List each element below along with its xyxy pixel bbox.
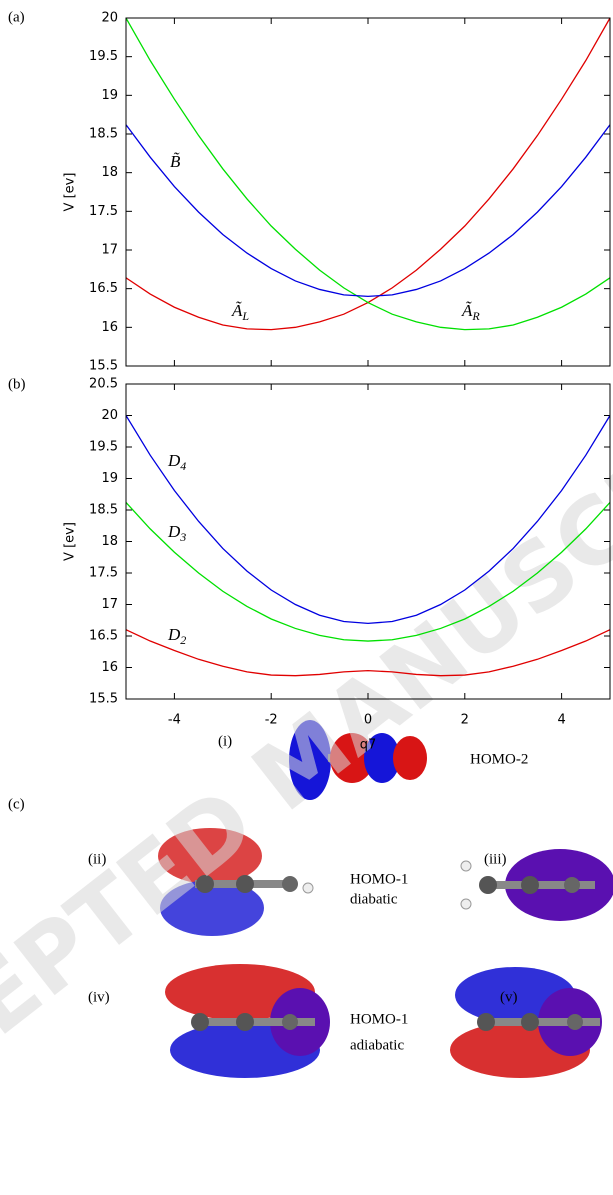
orbital-name: HOMO-2 xyxy=(470,751,528,767)
y-tick-label: 17.5 xyxy=(89,566,118,581)
curve-label: ÃL xyxy=(231,301,249,323)
curve-label: D4 xyxy=(167,451,186,473)
x-tick-label: 2 xyxy=(461,713,469,728)
curve-subscript: L xyxy=(241,309,249,323)
y-tick-label: 17 xyxy=(101,243,118,258)
plot-frame xyxy=(125,383,611,700)
curve-name: B̃ xyxy=(170,152,181,171)
x-axis-label: q7 xyxy=(360,738,377,753)
y-tick-label: 19.5 xyxy=(89,440,118,455)
panel-label: (b) xyxy=(8,376,26,392)
curve xyxy=(125,17,611,331)
x-tick-label: -2 xyxy=(265,713,278,728)
curve-name: D xyxy=(167,625,181,644)
y-tick-label: 15.5 xyxy=(89,359,118,374)
orbital-label: (v) xyxy=(500,989,518,1005)
curve xyxy=(125,415,611,625)
y-tick-label: 17.5 xyxy=(89,204,118,219)
y-tick-label: 19 xyxy=(101,471,118,486)
panel-label: (a) xyxy=(8,9,25,25)
curve xyxy=(125,124,611,298)
orbital-art xyxy=(158,720,613,1078)
y-tick-label: 18 xyxy=(101,165,118,180)
curve-label: B̃ xyxy=(170,152,181,171)
curve xyxy=(125,502,611,642)
curve-name: Ã xyxy=(231,301,243,320)
x-tick-label: 0 xyxy=(364,713,372,728)
orbital-name: HOMO-1 xyxy=(350,1011,408,1027)
curve xyxy=(125,629,611,677)
orbital-label: (iv) xyxy=(88,989,110,1005)
y-tick-label: 15.5 xyxy=(89,692,118,707)
orbital-label: (iii) xyxy=(484,851,507,867)
panel-label: (c) xyxy=(8,796,25,812)
y-tick-label: 18.5 xyxy=(89,503,118,518)
y-tick-label: 16 xyxy=(101,660,118,675)
curve xyxy=(125,17,611,331)
x-tick-label: 4 xyxy=(557,713,565,728)
y-tick-label: 20 xyxy=(101,408,118,423)
curve-subscript: 4 xyxy=(180,459,186,473)
curve-subscript: 2 xyxy=(180,633,186,647)
curve-name: Ã xyxy=(461,301,473,320)
y-tick-label: 19 xyxy=(101,88,118,103)
orbital-label: (ii) xyxy=(88,851,106,867)
orbital-kind: adiabatic xyxy=(350,1037,404,1053)
orbital-label: (i) xyxy=(218,733,232,749)
y-tick-label: 16.5 xyxy=(89,629,118,644)
orbital-kind: diabatic xyxy=(350,891,398,907)
curve-name: D xyxy=(167,451,181,470)
y-tick-label: 18.5 xyxy=(89,127,118,142)
y-tick-label: 16 xyxy=(101,320,118,335)
curve-subscript: 3 xyxy=(179,530,186,544)
y-tick-label: 18 xyxy=(101,534,118,549)
y-axis-label: V [ev] xyxy=(63,522,78,561)
y-tick-label: 17 xyxy=(101,597,118,612)
orbital-name: HOMO-1 xyxy=(350,871,408,887)
curve-name: D xyxy=(167,522,181,541)
y-tick-label: 20.5 xyxy=(89,377,118,392)
x-tick-label: -4 xyxy=(168,713,181,728)
y-tick-label: 19.5 xyxy=(89,49,118,64)
curve-label: D2 xyxy=(167,625,186,647)
curve-label: ÃR xyxy=(461,301,480,323)
y-tick-label: 16.5 xyxy=(89,281,118,296)
plot-frame xyxy=(125,17,611,367)
y-tick-label: 20 xyxy=(101,11,118,26)
curve-label: D3 xyxy=(167,522,186,544)
curve-subscript: R xyxy=(471,309,480,323)
y-axis-label: V [ev] xyxy=(63,173,78,212)
